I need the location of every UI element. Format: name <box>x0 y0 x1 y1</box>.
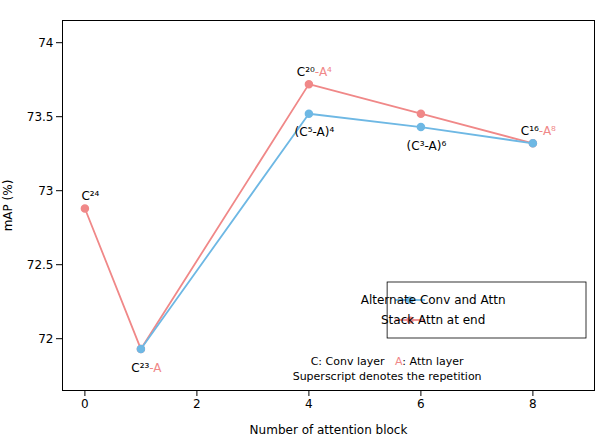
svg-text:8: 8 <box>529 397 537 411</box>
svg-text:2: 2 <box>193 397 201 411</box>
svg-text:C: Conv layer A: Attn layer: C: Conv layer A: Attn layer <box>311 355 464 368</box>
svg-text:C²⁰-A⁴: C²⁰-A⁴ <box>297 65 332 79</box>
svg-text:72.5: 72.5 <box>27 258 54 272</box>
svg-text:73: 73 <box>38 184 53 198</box>
svg-text:72: 72 <box>38 332 53 346</box>
svg-text:4: 4 <box>305 397 313 411</box>
svg-text:73.5: 73.5 <box>27 110 54 124</box>
svg-text:(C⁵-A)⁴: (C⁵-A)⁴ <box>295 125 335 139</box>
svg-text:Alternate Conv and Attn: Alternate Conv and Attn <box>361 293 506 307</box>
svg-text:Stack Attn at end: Stack Attn at end <box>381 313 485 327</box>
svg-text:C²³-A: C²³-A <box>131 361 162 375</box>
svg-text:Number of attention block: Number of attention block <box>250 423 408 436</box>
svg-text:Superscript denotes the repeti: Superscript denotes the repetition <box>293 370 482 383</box>
svg-text:6: 6 <box>417 397 425 411</box>
svg-text:C¹⁶-A⁸: C¹⁶-A⁸ <box>521 124 556 138</box>
svg-text:(C³-A)⁶: (C³-A)⁶ <box>407 139 447 153</box>
svg-text:0: 0 <box>81 397 89 411</box>
svg-text:C²⁴: C²⁴ <box>81 189 99 203</box>
svg-text:74: 74 <box>38 36 53 50</box>
svg-text:mAP (%): mAP (%) <box>1 180 15 232</box>
